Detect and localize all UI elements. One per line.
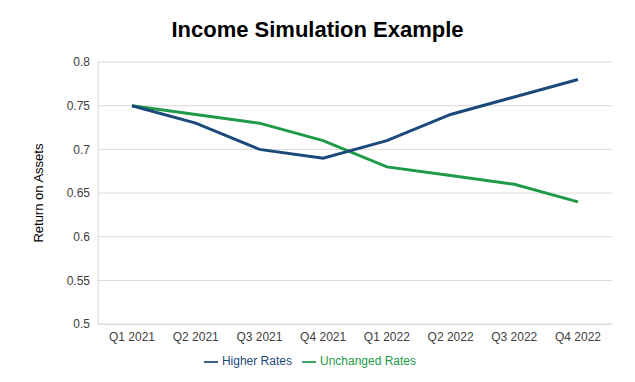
svg-text:Q4 2021: Q4 2021 [300,330,346,344]
svg-text:0.8: 0.8 [73,55,90,69]
svg-text:Q2 2022: Q2 2022 [428,330,474,344]
svg-text:Q3 2021: Q3 2021 [236,330,282,344]
svg-text:Return on Assets: Return on Assets [31,143,46,242]
html-text:Income Simulation Example: Income Simulation Example [171,17,464,42]
svg-text:Q2 2021: Q2 2021 [173,330,219,344]
svg-text:0.65: 0.65 [67,186,91,200]
svg-text:Q1 2022: Q1 2022 [364,330,410,344]
svg-text:0.7: 0.7 [73,143,90,157]
svg-text:Q3 2022: Q3 2022 [491,330,537,344]
svg-text:0.55: 0.55 [67,274,91,288]
svg-text:0.6: 0.6 [73,230,90,244]
svg-text:Q1 2021: Q1 2021 [109,330,155,344]
html-text:Unchanged Rates: Unchanged Rates [320,354,416,369]
svg-text:0.75: 0.75 [67,99,91,113]
svg-text:Q4 2022: Q4 2022 [555,330,601,344]
html-text:Higher Rates: Higher Rates [221,354,292,369]
svg-text:0.5: 0.5 [73,317,90,331]
